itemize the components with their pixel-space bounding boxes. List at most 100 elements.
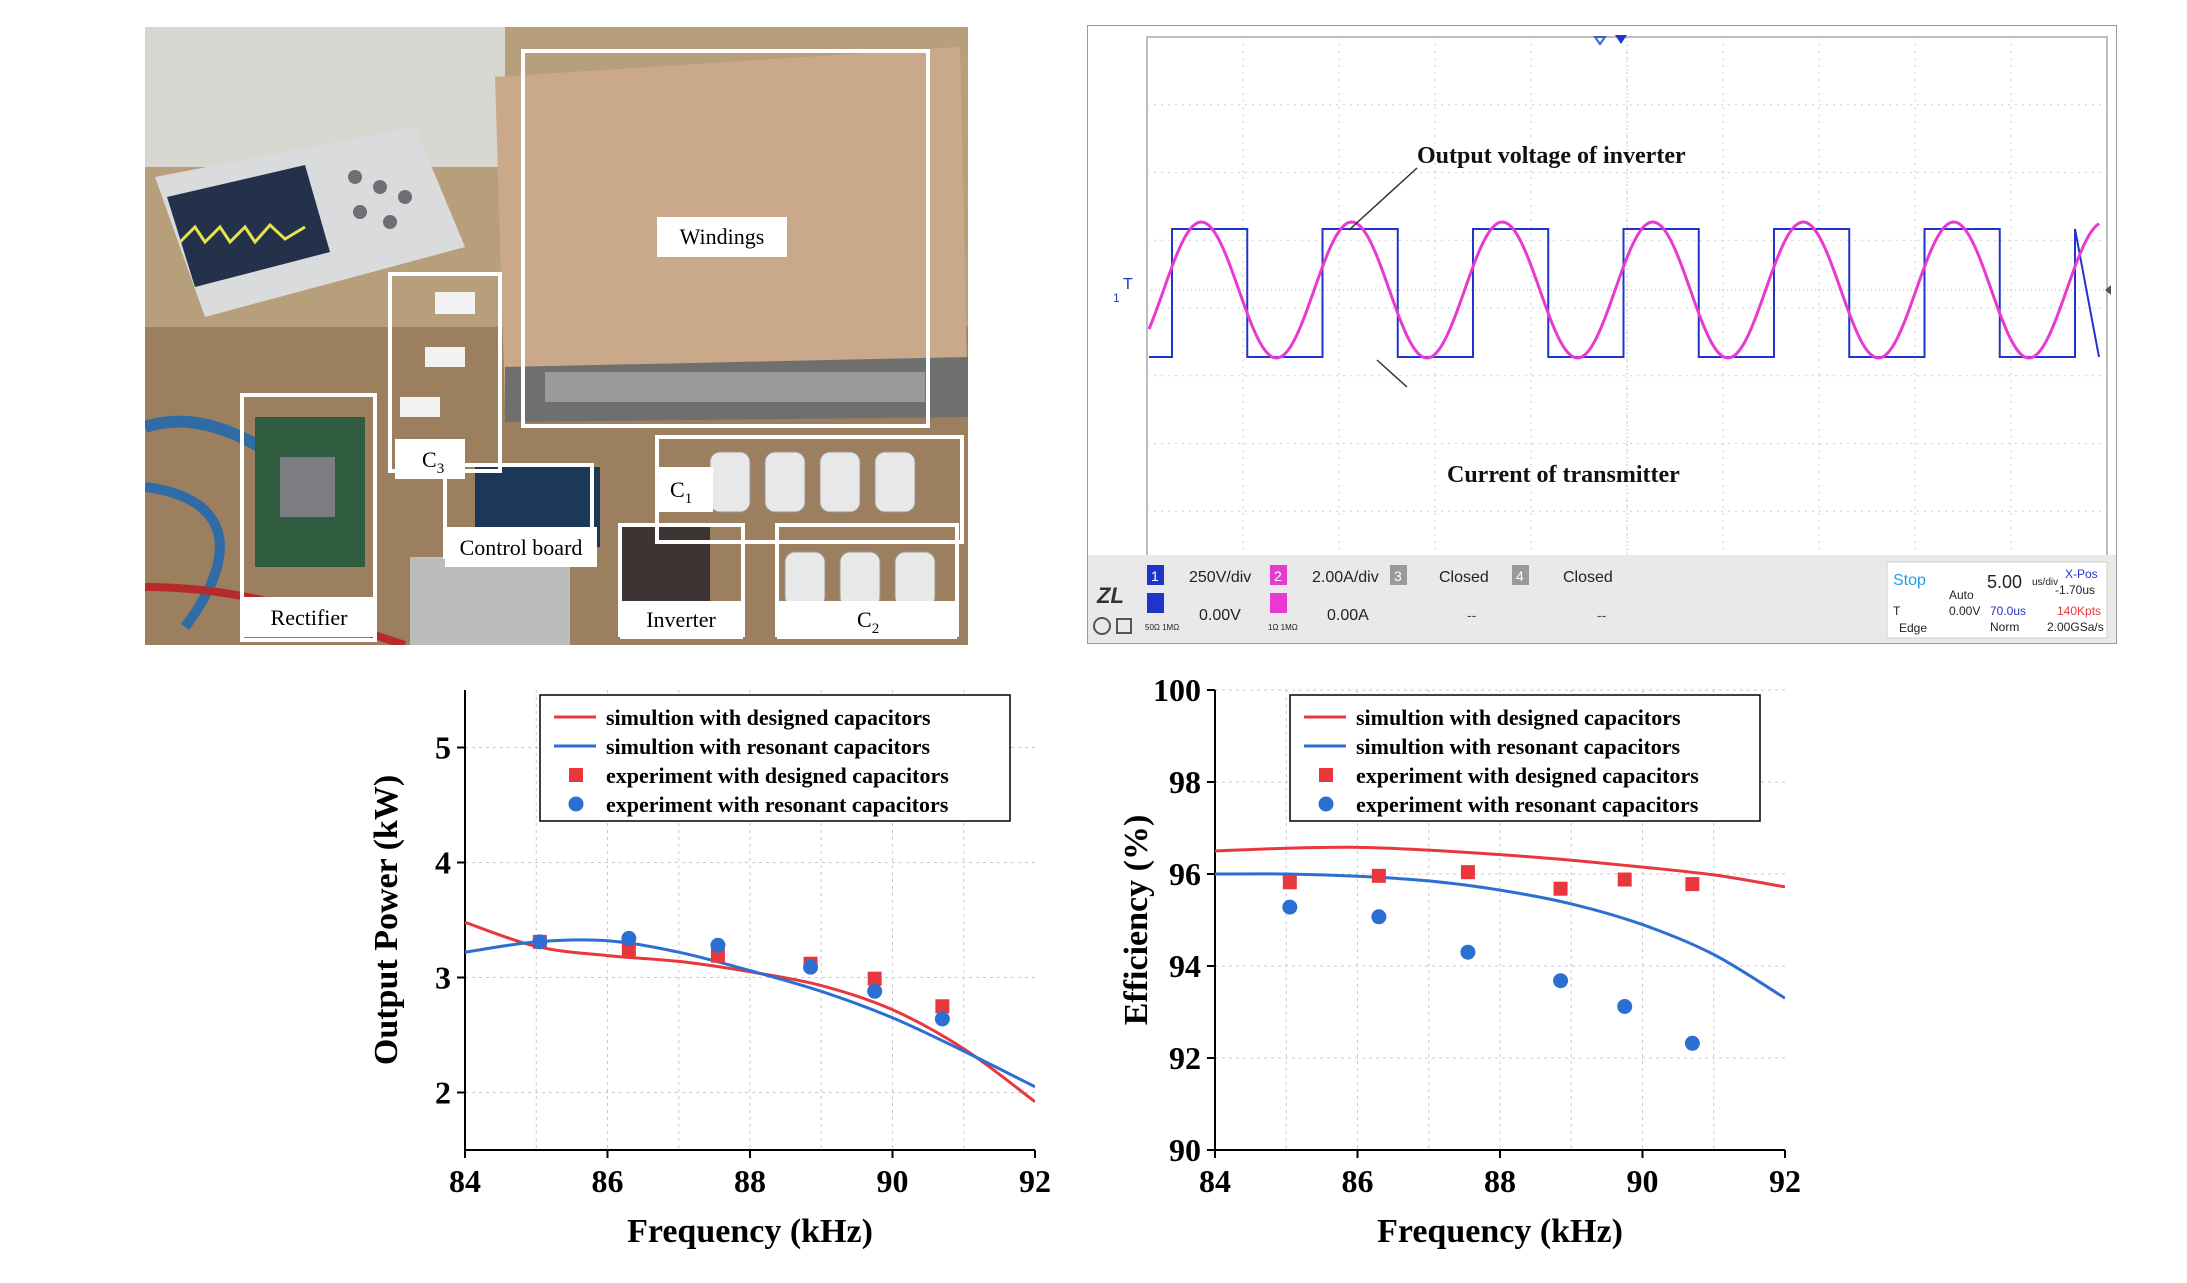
c1-capacitors — [709, 451, 916, 513]
eff-legend-label: simultion with designed capacitors — [1356, 705, 1681, 730]
label-c1-sub: 1 — [685, 491, 693, 507]
power-legend-label: simultion with designed capacitors — [606, 705, 931, 730]
oscilloscope-device — [155, 127, 465, 317]
eff-point-square — [1282, 875, 1297, 890]
ch2-coupling-badge — [1270, 593, 1287, 613]
power-legend-swatch-square — [569, 768, 583, 782]
eff-x-tick-label: 90 — [1627, 1163, 1659, 1199]
eff-x-tick-label: 88 — [1484, 1163, 1516, 1199]
power-y-tick-label: 3 — [435, 960, 451, 996]
power-y-tick-label: 4 — [435, 845, 451, 881]
eff-point-square — [1685, 877, 1700, 892]
ch1-voltage-waveform — [1149, 228, 2100, 358]
eff-legend-label: simultion with resonant capacitors — [1356, 734, 1681, 759]
ch4-dash: -- — [1597, 607, 1607, 623]
hardware-photo: Windings C3 C1 Control board Rectifier I… — [145, 27, 968, 645]
c3-capacitors — [400, 292, 475, 417]
top-position-marker — [1615, 35, 1627, 44]
hardware-photo-drawing: Windings C3 C1 Control board Rectifier I… — [145, 27, 968, 645]
xpos-label: X-Pos — [2065, 567, 2098, 581]
ch2-scale: 2.00A/div — [1312, 569, 1379, 586]
power-legend — [539, 694, 1011, 822]
power-point-circle — [803, 959, 819, 975]
run-state[interactable]: Stop — [1893, 572, 1926, 589]
label-c3-sub: 3 — [437, 461, 445, 477]
label-control-board: Control board — [460, 535, 583, 560]
efficiency-plot: 84 86 88 90 92 90 92 94 96 98 100 Frequency (kHz) Ef… — [1118, 672, 1801, 1250]
sample-rate: 2.00GSa/s — [2047, 620, 2104, 634]
scope-trigger-T: T — [1123, 276, 1133, 293]
ch1-badge[interactable] — [1147, 565, 1164, 585]
ch2-badge[interactable] — [1270, 565, 1287, 585]
ch2-coupling: 1Ω 1MΩ — [1268, 623, 1298, 632]
ch1-scale: 250V/div — [1189, 569, 1251, 586]
zlg-logo: ZL — [1096, 583, 1124, 608]
ch2-current-waveform — [1147, 220, 2100, 360]
oscilloscope-screenshot: T 1 Output voltage of inverter Current o… — [1086, 24, 2118, 645]
eff-legend-label: experiment with resonant capacitors — [1356, 792, 1699, 817]
eff-y-tick-label: 96 — [1169, 856, 1201, 892]
acquire-mode: Norm — [1990, 620, 2019, 634]
ch4-state: Closed — [1563, 569, 1613, 586]
power-point-circle — [532, 934, 548, 950]
eff-y-tick-label: 90 — [1169, 1132, 1201, 1168]
ch1-number: 1 — [1151, 568, 1159, 584]
screenshot-icon[interactable] — [1116, 618, 1132, 634]
power-series-line-1 — [465, 938, 1035, 1089]
eff-point-square — [1371, 868, 1386, 883]
power-point-circle — [934, 1011, 950, 1027]
power-legend-label: experiment with resonant capacitors — [606, 792, 949, 817]
power-x-tick-label: 90 — [877, 1163, 909, 1199]
output-power-chart: 84 86 88 90 92 2 3 4 5 Frequency (kHz) Output Powe… — [360, 670, 1100, 1270]
zoom-icon[interactable] — [1093, 617, 1111, 635]
ch3-number: 3 — [1394, 568, 1402, 584]
delay-value: 70.0us — [1990, 604, 2026, 618]
eff-series-line-0 — [1215, 845, 1785, 889]
label-c2-main: C — [857, 607, 872, 632]
eff-x-axis-title: Frequency (kHz) — [1377, 1213, 1623, 1250]
eff-legend — [1289, 694, 1761, 822]
annotation-output-voltage: Output voltage of inverter — [1417, 143, 1686, 169]
power-y-tick-label: 5 — [435, 730, 451, 766]
eff-y-tick-label: 92 — [1169, 1040, 1201, 1076]
eff-point-circle — [1553, 973, 1569, 989]
eff-series-line-1 — [1215, 872, 1785, 1000]
power-point-circle — [867, 983, 883, 999]
scope-grid — [1147, 37, 2107, 579]
ch1-coupling-badge — [1147, 593, 1164, 613]
ch2-offset: 0.00A — [1327, 607, 1369, 624]
label-plates — [243, 217, 957, 639]
trigger-edge: Edge — [1899, 621, 1927, 635]
right-trigger-level-marker — [2105, 285, 2111, 295]
trigger-mode: Auto — [1949, 588, 1974, 602]
ch3-badge[interactable] — [1390, 565, 1407, 585]
label-windings: Windings — [680, 224, 765, 249]
power-point-square — [621, 942, 636, 957]
timebase-value: 5.00 — [1987, 572, 2022, 592]
power-x-tick-label: 92 — [1019, 1163, 1051, 1199]
ch1-coupling: 50Ω 1MΩ — [1145, 623, 1179, 632]
label-c3-main: C — [422, 447, 437, 472]
power-y-tick-label: 2 — [435, 1075, 451, 1111]
photo-wall — [145, 27, 505, 167]
power-x-tick-label: 86 — [592, 1163, 624, 1199]
eff-legend-swatch-square — [1319, 768, 1333, 782]
eff-point-circle — [1684, 1035, 1700, 1051]
eff-y-tick-label: 94 — [1169, 948, 1201, 984]
power-legend-label: experiment with designed capacitors — [606, 763, 949, 788]
power-legend-swatch-circle — [568, 796, 584, 812]
ch4-badge[interactable] — [1512, 565, 1529, 585]
power-point-circle — [621, 930, 637, 946]
power-x-axis-title: Frequency (kHz) — [627, 1213, 873, 1250]
eff-legend-label: experiment with designed capacitors — [1356, 763, 1699, 788]
eff-x-tick-label: 84 — [1199, 1163, 1231, 1199]
power-legend-label: simultion with resonant capacitors — [606, 734, 931, 759]
eff-y-tick-label: 98 — [1169, 764, 1201, 800]
scope-ch1-marker: 1 — [1113, 291, 1120, 305]
trigger-label: T — [1893, 604, 1901, 618]
eff-point-square — [1617, 872, 1632, 887]
memory-points: 140Kpts — [2057, 604, 2101, 618]
eff-point-circle — [1282, 899, 1298, 915]
ch3-state: Closed — [1439, 569, 1489, 586]
trigger-level: 0.00V — [1949, 604, 1980, 618]
